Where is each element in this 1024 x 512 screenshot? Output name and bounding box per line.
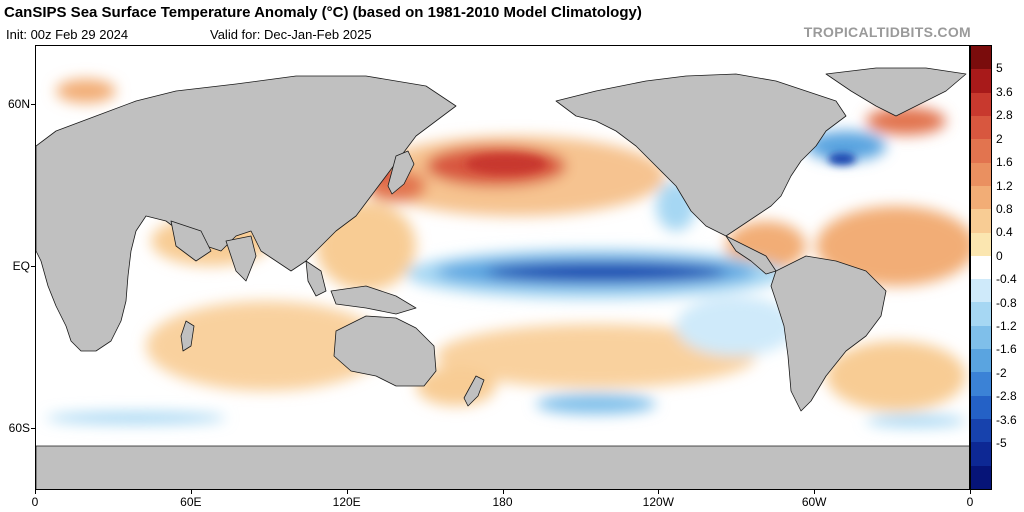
- longitude-label: 120E: [332, 495, 361, 509]
- north-pacific-hot-core: [466, 154, 546, 174]
- colorbar-segment: [971, 232, 991, 256]
- land-australia: [333, 315, 437, 387]
- sst-anomaly-map: [35, 45, 970, 490]
- land-arabian-peninsula: [170, 220, 212, 262]
- latitude-tick: [31, 266, 35, 267]
- land-africa-europe-asia: [36, 75, 457, 352]
- cool-southern-ocean-indian: [46, 412, 226, 424]
- colorbar-label: 0.4: [996, 225, 1013, 240]
- longitude-label: 180: [492, 495, 513, 509]
- warm-south-atlantic: [826, 341, 966, 411]
- colorbar-label: -2: [996, 365, 1007, 380]
- site-watermark[interactable]: TROPICALTIDBITS.COM: [803, 24, 971, 40]
- land-greenland: [825, 67, 967, 117]
- longitude-label: 120W: [642, 495, 675, 509]
- init-time-label: Init: 00z Feb 29 2024: [6, 27, 129, 42]
- longitude-label: 60W: [801, 495, 827, 509]
- colorbar-label: -0.8: [996, 295, 1017, 310]
- land-south-america: [770, 255, 887, 412]
- colorbar-label: 0.8: [996, 201, 1013, 216]
- latitude-label: 60S: [8, 420, 30, 435]
- colorbar-label: -2.8: [996, 389, 1017, 404]
- longitude-label: 0: [966, 495, 974, 509]
- colorbar-label: 5: [996, 61, 1003, 76]
- colorbar-label: 2.8: [996, 108, 1013, 123]
- colorbar-segment: [971, 419, 991, 443]
- longitude-tick: [35, 490, 36, 494]
- colorbar-segment: [971, 115, 991, 140]
- land-new-zealand: [463, 375, 485, 407]
- latitude-label: EQ: [12, 259, 30, 274]
- cool-north-atlantic: [806, 131, 886, 161]
- land-central-america: [725, 235, 777, 275]
- colorbar-segment: [971, 46, 991, 70]
- valid-time-label: Valid for: Dec-Jan-Feb 2025: [210, 27, 372, 42]
- longitude-tick: [970, 490, 971, 494]
- colorbar-segment: [971, 442, 991, 466]
- colorbar-label: 1.2: [996, 178, 1013, 193]
- warm-north-atlantic: [816, 206, 969, 286]
- colorbar-label: 2: [996, 131, 1003, 146]
- colorbar-label: -1.2: [996, 319, 1017, 334]
- colorbar-segment: [971, 185, 991, 210]
- colorbar-segment: [971, 209, 991, 233]
- longitude-tick: [503, 490, 504, 494]
- colorbar-segment: [971, 69, 991, 93]
- warm-gulf-caribbean: [726, 221, 806, 271]
- longitude-tick: [658, 490, 659, 494]
- colorbar-label: -5: [996, 436, 1007, 451]
- colorbar-segment: [971, 302, 991, 326]
- colorbar-segment: [971, 349, 991, 373]
- colorbar-label: 3.6: [996, 84, 1013, 99]
- warm-nw-atlantic: [866, 107, 946, 135]
- colorbar-label: 0: [996, 248, 1003, 263]
- cool-equatorial-core: [486, 263, 726, 281]
- latitude-tick: [31, 104, 35, 105]
- cool-south-east-pacific: [676, 296, 796, 356]
- longitude-tick: [347, 490, 348, 494]
- land-indian-peninsula: [225, 235, 257, 282]
- cool-southern-ocean-pacific: [536, 394, 656, 414]
- longitude-tick: [191, 490, 192, 494]
- colorbar-segment: [971, 325, 991, 350]
- colorbar-segment: [971, 395, 991, 419]
- colorbar-segment: [971, 279, 991, 303]
- colorbar-label: -0.4: [996, 272, 1017, 287]
- land-madagascar: [180, 320, 195, 352]
- land-japan: [387, 150, 415, 195]
- warm-indian-ocean: [146, 301, 386, 391]
- land-maritime-continent: [330, 285, 417, 315]
- north-atlantic-cold-core: [828, 153, 856, 165]
- colorbar-segment: [971, 162, 991, 186]
- anomaly-field: [46, 79, 969, 427]
- land-indochina-peninsula: [305, 260, 327, 297]
- colorbar-segment: [971, 465, 991, 489]
- land-masses: [36, 67, 969, 489]
- warm-south-pacific: [436, 324, 756, 388]
- cool-southern-ocean-atlantic: [866, 415, 966, 427]
- map-title: CanSIPS Sea Surface Temperature Anomaly …: [4, 4, 642, 21]
- latitude-tick: [31, 428, 35, 429]
- colorbar-segment: [971, 92, 991, 116]
- latitude-label: 60N: [7, 97, 30, 112]
- land-north-america: [555, 73, 847, 237]
- warm-far-north-atlantic: [56, 79, 116, 103]
- colorbar-segment: [971, 255, 991, 280]
- map-canvas: [36, 67, 969, 489]
- colorbar-segment: [971, 372, 991, 396]
- colorbar-label: -1.6: [996, 342, 1017, 357]
- colorbar-segment: [971, 139, 991, 163]
- colorbar-label: -3.6: [996, 412, 1017, 427]
- land-antarctica: [36, 445, 969, 489]
- longitude-label: 60E: [180, 495, 202, 509]
- longitude-label: 0: [31, 495, 39, 509]
- colorbar-label: 1.6: [996, 155, 1013, 170]
- colorbar: [970, 45, 992, 490]
- longitude-tick: [814, 490, 815, 494]
